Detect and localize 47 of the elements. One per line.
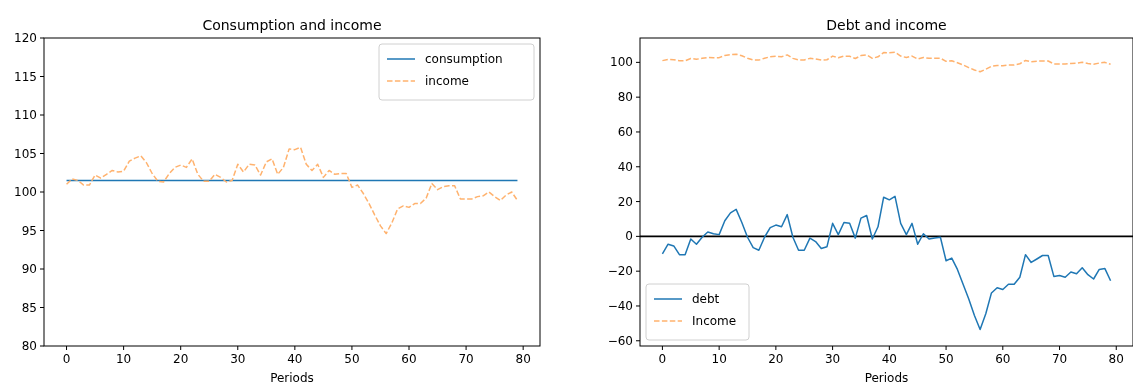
x-tick-label: 60 (401, 352, 417, 366)
chart-title: Debt and income (826, 17, 947, 33)
y-tick-label: −20 (607, 264, 633, 279)
y-tick-label: 120 (14, 31, 37, 45)
x-axis-title: Periods (864, 371, 909, 385)
y-tick-label: 20 (617, 194, 633, 209)
y-tick-label: −60 (607, 333, 633, 348)
y-tick-label: 40 (617, 159, 633, 174)
x-tick-label: 20 (768, 352, 784, 366)
y-tick-label: 80 (617, 90, 633, 105)
y-tick-label: 80 (21, 339, 37, 353)
line-series (661, 195, 1112, 331)
x-tick-label: 80 (1108, 352, 1124, 366)
x-tick-label: 20 (173, 352, 189, 366)
y-tick-label: 100 (14, 185, 37, 199)
y-tick-label: 60 (617, 124, 633, 139)
legend-label: Income (692, 314, 737, 328)
x-axis-title: Periods (270, 371, 314, 385)
x-tick-label: 80 (515, 352, 531, 366)
x-tick-label: 30 (230, 352, 246, 366)
line-series (661, 51, 1112, 73)
x-tick-label: 50 (344, 352, 360, 366)
y-tick-label: 100 (610, 55, 633, 70)
legend-label: consumption (425, 52, 503, 66)
x-tick-label: 60 (995, 352, 1011, 366)
x-tick-label: 0 (62, 352, 71, 366)
x-tick-label: 70 (458, 352, 474, 366)
line-series (65, 146, 519, 235)
y-tick-label: 110 (14, 108, 37, 122)
x-tick-label: 40 (881, 352, 897, 366)
x-tick-label: 10 (115, 352, 132, 366)
y-tick-label: 0 (625, 229, 633, 244)
y-tick-label: 105 (14, 146, 37, 161)
y-tick-label: 85 (21, 300, 37, 315)
chart-title: Consumption and income (202, 17, 382, 33)
x-tick-label: 50 (938, 352, 954, 366)
x-tick-label: 40 (287, 352, 303, 366)
y-tick-label: −40 (607, 298, 633, 313)
x-tick-label: 30 (824, 352, 841, 366)
x-tick-label: 0 (658, 352, 667, 366)
y-tick-label: 90 (21, 262, 37, 276)
x-tick-label: 70 (1051, 352, 1068, 366)
y-tick-label: 115 (14, 69, 37, 84)
x-tick-label: 10 (711, 352, 727, 366)
legend-label: income (425, 74, 469, 88)
y-tick-label: 95 (21, 223, 37, 238)
legend-label: debt (692, 292, 720, 306)
